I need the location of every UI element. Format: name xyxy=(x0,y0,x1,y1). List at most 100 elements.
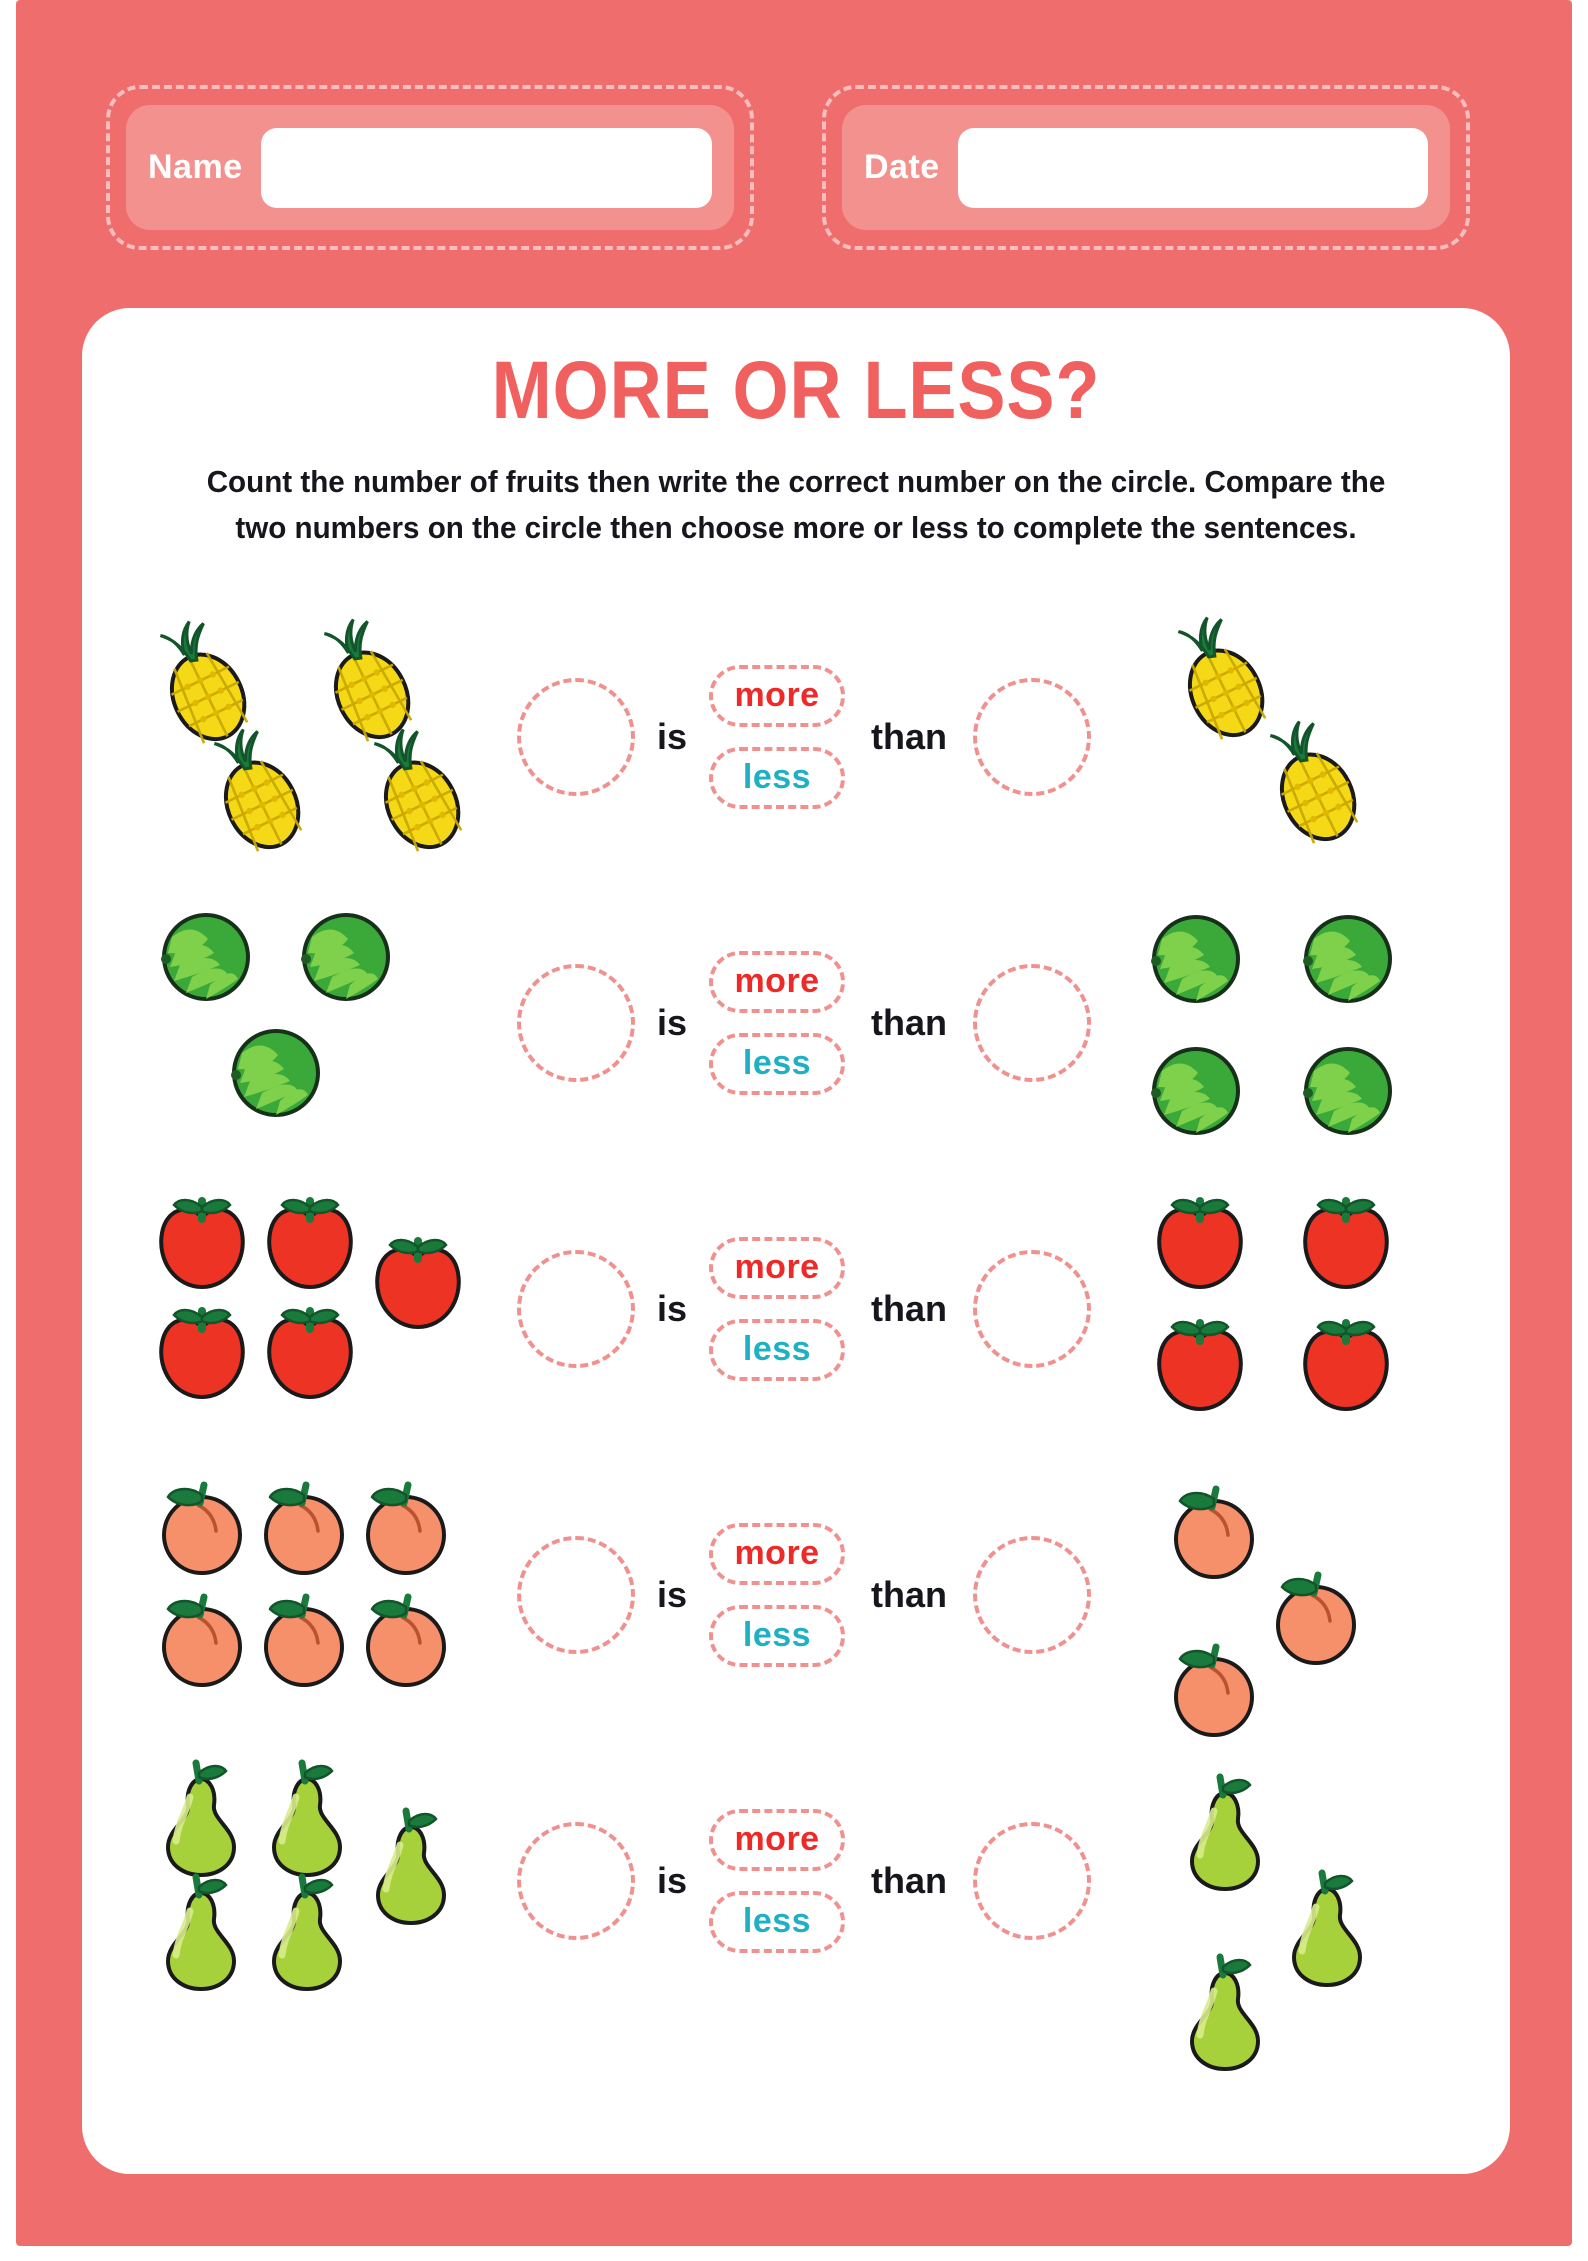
page-title: MORE OR LESS? xyxy=(491,345,1101,436)
problem-row: is more less than xyxy=(82,1452,1510,1738)
name-field-panel: Name xyxy=(126,105,734,230)
pear-icon xyxy=(1176,1951,1274,2078)
less-option[interactable]: less xyxy=(709,1032,846,1095)
watermelon-icon xyxy=(228,1025,324,1126)
pineapple-icon xyxy=(372,725,476,858)
peach-icon xyxy=(358,1479,454,1582)
fruit-group-right-pineapple xyxy=(1128,607,1458,867)
pear-icon xyxy=(1278,1867,1376,1994)
problem-rows: is more less than xyxy=(82,594,1510,2071)
header-fields: Name Date xyxy=(106,85,1486,250)
apple-icon xyxy=(260,1191,360,1298)
peach-icon xyxy=(1166,1641,1262,1744)
apple-icon xyxy=(1296,1313,1396,1420)
more-option[interactable]: more xyxy=(709,1236,846,1299)
fruit-group-left-apple xyxy=(150,1179,480,1439)
apple-icon xyxy=(1150,1313,1250,1420)
answer-circle-left[interactable] xyxy=(516,1249,635,1368)
pineapple-icon xyxy=(1268,717,1372,850)
pineapple-icon xyxy=(1176,613,1280,746)
fruit-group-right-watermelon xyxy=(1128,893,1458,1153)
answer-circle-left[interactable] xyxy=(516,1535,635,1654)
than-label: than xyxy=(871,715,948,757)
more-less-choice: more less xyxy=(709,1808,846,1953)
peach-icon xyxy=(154,1479,250,1582)
pineapple-icon xyxy=(212,725,316,858)
apple-icon xyxy=(1296,1191,1396,1298)
date-label: Date xyxy=(864,148,940,186)
peach-icon xyxy=(358,1591,454,1694)
fruit-group-left-watermelon xyxy=(150,893,480,1153)
watermelon-icon xyxy=(1300,911,1396,1012)
peach-icon xyxy=(1166,1483,1262,1586)
more-less-choice: more less xyxy=(709,664,846,809)
apple-icon xyxy=(1150,1191,1250,1298)
apple-icon xyxy=(152,1191,252,1298)
fruit-group-left-peach xyxy=(150,1465,480,1725)
answer-circle-left[interactable] xyxy=(516,677,635,796)
fruit-group-left-pear xyxy=(150,1751,480,2011)
is-label: is xyxy=(656,1287,688,1329)
less-option[interactable]: less xyxy=(709,746,846,809)
pear-icon xyxy=(152,1871,250,1998)
pear-icon xyxy=(258,1757,356,1884)
pear-icon xyxy=(1176,1771,1274,1898)
than-label: than xyxy=(871,1859,948,1901)
problem-row: is more less than xyxy=(82,1738,1510,2071)
peach-icon xyxy=(154,1591,250,1694)
answer-circle-left[interactable] xyxy=(516,963,635,1082)
less-option[interactable]: less xyxy=(709,1890,846,1953)
watermelon-icon xyxy=(298,909,394,1010)
than-label: than xyxy=(871,1573,948,1615)
watermelon-icon xyxy=(1148,1043,1244,1144)
pineapple-icon xyxy=(158,617,262,750)
less-option[interactable]: less xyxy=(709,1318,846,1381)
apple-icon xyxy=(368,1231,468,1338)
problem-row: is more less than xyxy=(82,594,1510,880)
comparison-widget: is more less than xyxy=(480,950,1128,1095)
than-label: than xyxy=(871,1001,948,1043)
pear-icon xyxy=(258,1871,356,1998)
is-label: is xyxy=(656,1001,688,1043)
fruit-group-right-apple xyxy=(1128,1179,1458,1439)
pineapple-icon xyxy=(322,615,426,748)
apple-icon xyxy=(260,1301,360,1408)
date-input[interactable] xyxy=(957,127,1428,208)
more-less-choice: more less xyxy=(709,950,846,1095)
more-option[interactable]: more xyxy=(709,950,846,1013)
pear-icon xyxy=(152,1757,250,1884)
more-option[interactable]: more xyxy=(709,664,846,727)
fruit-group-left-pineapple xyxy=(150,607,480,867)
answer-circle-right[interactable] xyxy=(973,677,1092,796)
date-field-panel: Date xyxy=(842,105,1450,230)
peach-icon xyxy=(1268,1569,1364,1672)
than-label: than xyxy=(871,1287,948,1329)
is-label: is xyxy=(656,1859,688,1901)
comparison-widget: is more less than xyxy=(480,1808,1128,1953)
comparison-widget: is more less than xyxy=(480,664,1128,809)
is-label: is xyxy=(656,715,688,757)
problem-row: is more less than xyxy=(82,880,1510,1166)
answer-circle-right[interactable] xyxy=(973,1249,1092,1368)
less-option[interactable]: less xyxy=(709,1604,846,1667)
name-input[interactable] xyxy=(260,127,712,208)
date-field-group: Date xyxy=(822,85,1470,250)
answer-circle-right[interactable] xyxy=(973,1535,1092,1654)
answer-circle-right[interactable] xyxy=(973,1821,1092,1940)
more-less-choice: more less xyxy=(709,1522,846,1667)
more-option[interactable]: more xyxy=(709,1808,846,1871)
worksheet-card: MORE OR LESS? Count the number of fruits… xyxy=(82,308,1510,2174)
problem-row: is more less than xyxy=(82,1166,1510,1452)
comparison-widget: is more less than xyxy=(480,1236,1128,1381)
instructions-text: Count the number of fruits then write th… xyxy=(206,465,1386,545)
watermelon-icon xyxy=(1300,1043,1396,1144)
comparison-widget: is more less than xyxy=(480,1522,1128,1667)
more-option[interactable]: more xyxy=(709,1522,846,1585)
answer-circle-right[interactable] xyxy=(973,963,1092,1082)
name-label: Name xyxy=(148,148,243,186)
page-background: Name Date MORE OR LESS? Count the number… xyxy=(16,0,1572,2246)
name-field-group: Name xyxy=(106,85,754,250)
answer-circle-left[interactable] xyxy=(516,1821,635,1940)
is-label: is xyxy=(656,1573,688,1615)
